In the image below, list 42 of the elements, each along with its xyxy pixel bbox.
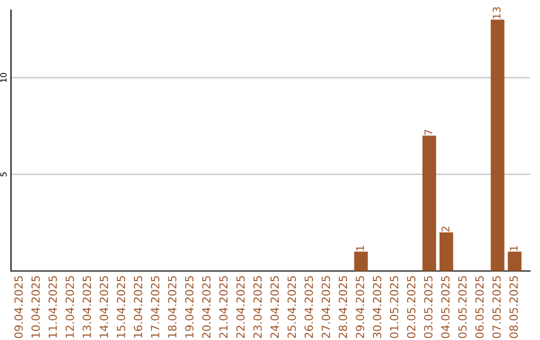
x-tick-label: 05.05.2025: [458, 276, 467, 338]
x-tick-label: 08.05.2025: [509, 276, 518, 338]
data-label: 13: [492, 7, 501, 19]
x-tick-label: 07.05.2025: [492, 276, 501, 338]
x-tick-label: 04.05.2025: [441, 276, 450, 338]
x-tick-label: 27.04.2025: [322, 276, 330, 338]
x-tick-label: 25.04.2025: [288, 276, 296, 338]
x-tick-label: 23.04.2025: [253, 276, 262, 338]
x-tick-label: 29.04.2025: [356, 276, 364, 338]
data-label: 1: [510, 246, 518, 251]
bar: [508, 252, 522, 271]
x-tick-label: 21.04.2025: [219, 276, 228, 338]
bar: [490, 20, 504, 271]
y-tick-label: 10: [0, 72, 7, 82]
x-tick-label: 28.04.2025: [338, 276, 348, 338]
x-tick-label: 19.04.2025: [185, 276, 194, 338]
bar: [440, 232, 454, 271]
x-tick-label: 30.04.2025: [372, 276, 382, 338]
x-tick-label: 03.05.2025: [424, 276, 432, 338]
x-tick-label: 14.04.2025: [100, 276, 108, 338]
data-label: 2: [441, 226, 450, 232]
y-tick-label: 5: [0, 172, 7, 176]
x-tick-label: 12.04.2025: [66, 276, 74, 338]
x-tick-label: 18.04.2025: [168, 276, 176, 338]
x-tick-label: 09.04.2025: [14, 276, 23, 338]
x-tick-label: 11.04.2025: [48, 276, 57, 338]
x-tick-label: 15.04.2025: [116, 276, 126, 338]
x-tick-label: 17.04.2025: [150, 276, 160, 338]
x-tick-label: 26.04.2025: [304, 276, 313, 338]
bar: [422, 136, 436, 271]
x-tick-label: 22.04.2025: [236, 276, 245, 338]
x-tick-label: 10.04.2025: [31, 276, 40, 338]
x-tick-label: 06.05.2025: [475, 276, 484, 338]
bar: [354, 252, 368, 271]
data-label: 1: [356, 246, 364, 251]
x-tick-label: 01.05.2025: [390, 276, 398, 338]
data-label: 7: [424, 130, 432, 135]
x-tick-label: 24.04.2025: [270, 276, 279, 338]
x-tick-label: 20.04.2025: [202, 276, 211, 338]
x-tick-label: 02.05.2025: [407, 276, 416, 338]
x-tick-label: 13.04.2025: [82, 276, 92, 338]
x-tick-label: 16.04.2025: [134, 276, 142, 338]
